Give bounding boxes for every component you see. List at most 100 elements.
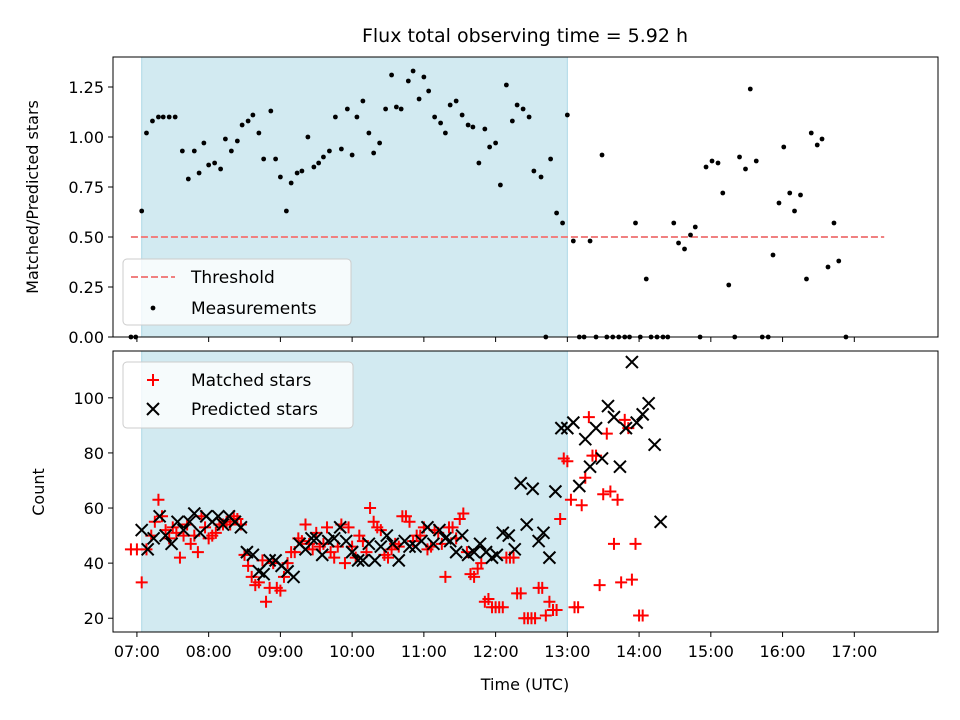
- legend-predicted-label: Predicted stars: [191, 400, 318, 420]
- measurement-point: [268, 108, 274, 114]
- matched-star-point: [543, 595, 556, 608]
- matched-star-point: [338, 557, 351, 570]
- predicted-star-point: [629, 415, 644, 430]
- measurement-point: [179, 148, 185, 154]
- matched-star-point: [582, 411, 595, 424]
- matched-star-point: [636, 609, 649, 622]
- bottom-plot-frame: [112, 350, 939, 633]
- predicted-star-point: [566, 415, 581, 430]
- matched-star-point: [607, 537, 620, 550]
- measurement-point: [393, 104, 399, 110]
- legend-predicted-swatch: [146, 402, 160, 416]
- predicted-star-point: [508, 542, 522, 557]
- measurement-point: [383, 106, 389, 112]
- matched-star-point: [317, 537, 330, 550]
- y-tick-label: 0.75: [68, 178, 104, 197]
- legend-measurements-label: Measurements: [191, 299, 317, 319]
- measurement-point: [316, 160, 322, 166]
- bottom-legend-box: [122, 361, 354, 429]
- matched-star-point: [382, 551, 394, 564]
- measurement-point: [688, 232, 693, 238]
- y-tick-label: 0.50: [68, 228, 104, 247]
- measurement-point: [804, 276, 809, 282]
- measurement-point: [836, 258, 842, 264]
- predicted-star-point: [536, 526, 551, 540]
- measurement-point: [349, 152, 355, 158]
- measurement-point: [548, 156, 554, 162]
- predicted-star-point: [548, 484, 563, 499]
- y-tick-label: 20: [84, 609, 104, 628]
- measurement-point: [465, 122, 471, 128]
- measurement-point: [709, 158, 715, 164]
- predicted-star-point: [473, 537, 487, 551]
- measurement-point: [201, 140, 207, 146]
- predicted-star-point: [514, 476, 528, 490]
- matched-star-point: [625, 573, 638, 586]
- measurement-point: [234, 138, 240, 144]
- measurement-point: [438, 120, 444, 126]
- matched-star-point: [597, 488, 610, 501]
- matched-star-point: [514, 587, 527, 600]
- predicted-star-point: [380, 528, 394, 543]
- measurement-point: [676, 240, 681, 246]
- measurement-point: [288, 180, 294, 186]
- measurement-point: [503, 82, 509, 88]
- measurement-point: [261, 156, 267, 162]
- matched-star-point: [572, 601, 585, 614]
- measurement-point: [560, 220, 565, 226]
- predicted-star-point: [449, 545, 463, 559]
- predicted-star-point: [386, 537, 400, 551]
- x-tick-label: 08:00: [186, 642, 232, 661]
- predicted-star-point: [164, 537, 179, 551]
- measurement-point: [222, 136, 228, 142]
- measurement-point: [737, 154, 742, 160]
- predicted-star-point: [414, 534, 429, 548]
- bottom-y-axis-label: Count: [29, 468, 48, 516]
- measurement-point: [305, 134, 311, 140]
- matched-star-point: [156, 510, 169, 523]
- measurement-point: [476, 160, 482, 166]
- matched-star-point: [446, 521, 459, 534]
- measurement-point: [682, 246, 687, 252]
- measurement-point: [191, 148, 197, 154]
- matched-star-point: [507, 551, 520, 564]
- top-points-layer: [128, 68, 849, 340]
- measurement-point: [470, 124, 476, 130]
- matched-star-point: [299, 518, 312, 531]
- measurement-point: [366, 130, 372, 136]
- measurement-point: [405, 78, 411, 84]
- predicted-star-point: [333, 520, 347, 535]
- predicted-star-point: [351, 553, 365, 568]
- matched-star-point: [321, 521, 334, 534]
- predicted-star-point: [595, 451, 609, 466]
- measurement-point: [509, 118, 515, 124]
- measurement-point: [633, 220, 638, 226]
- matched-star-point: [159, 524, 172, 537]
- predicted-star-point: [356, 553, 370, 568]
- top-plot-frame: [112, 56, 939, 338]
- matched-star-point: [403, 515, 416, 528]
- measurement-point: [643, 276, 649, 282]
- measurement-point: [283, 208, 289, 214]
- matched-star-point: [328, 551, 341, 564]
- measurement-point: [453, 98, 459, 104]
- measurement-point: [514, 102, 520, 108]
- predicted-star-point: [641, 396, 656, 411]
- measurement-point: [538, 174, 544, 180]
- chart-title: Flux total observing time = 5.92 h: [362, 25, 688, 47]
- matched-star-point: [274, 584, 287, 597]
- matched-star-point: [554, 513, 567, 526]
- x-axis-label: Time (UTC): [480, 675, 569, 694]
- measurement-point: [228, 148, 234, 154]
- y-tick-label: 100: [73, 389, 104, 408]
- measurement-point: [482, 126, 488, 132]
- predicted-star-point: [502, 528, 516, 543]
- y-tick-label: 60: [84, 499, 104, 518]
- top-panel: 0.00 0.25 0.50 0.75 1.00 1.25 Matched/Predict…: [23, 56, 939, 347]
- measurement-point: [798, 192, 803, 198]
- matched-star-point: [564, 493, 577, 506]
- measurement-point: [338, 146, 344, 152]
- measurement-point: [410, 68, 416, 74]
- top-y-axis-label: Matched/Predicted stars: [23, 100, 42, 294]
